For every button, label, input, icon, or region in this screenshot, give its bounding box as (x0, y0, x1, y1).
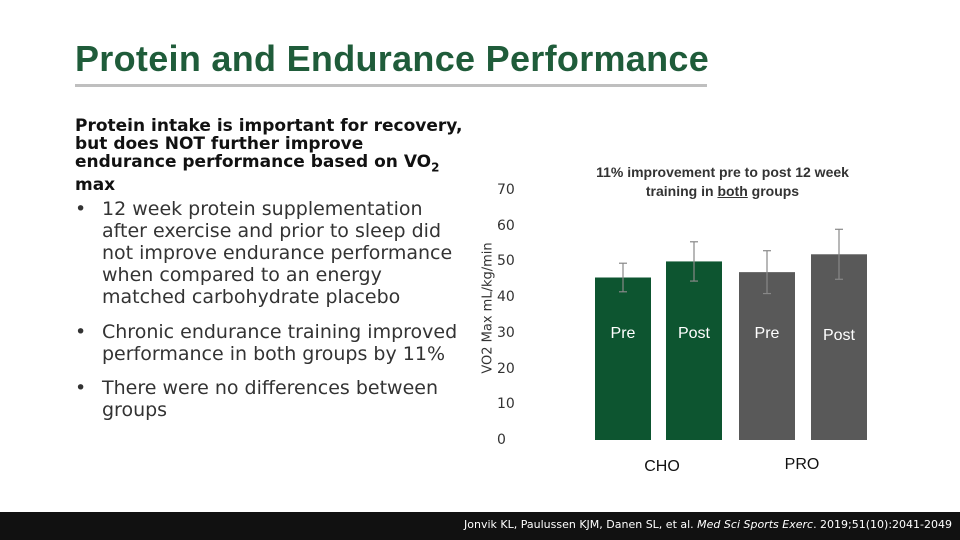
bar-label: Post (678, 325, 711, 342)
error-bar (763, 250, 771, 295)
y-tick-label: 40 (497, 289, 515, 306)
intro-text: Protein intake is important for recovery… (75, 116, 463, 172)
citation-authors: Jonvik KL, Paulussen KJM, Danen SL, et a… (464, 518, 698, 531)
y-tick-label: 70 (497, 182, 515, 198)
y-tick-label: 30 (497, 324, 515, 341)
y-tick-label: 10 (497, 396, 515, 413)
bar-pro-post (811, 254, 867, 440)
footer-bar: Jonvik KL, Paulussen KJM, Danen SL, et a… (0, 512, 960, 540)
bar-cho-post (666, 261, 722, 440)
group-label-pro: PRO (784, 456, 820, 473)
bar-label: Post (823, 327, 856, 344)
bar-label: Pre (611, 325, 636, 342)
y-tick-label: 60 (497, 217, 515, 234)
bullet-list: 12 week protein supplementation after ex… (75, 198, 460, 421)
citation: Jonvik KL, Paulussen KJM, Danen SL, et a… (464, 518, 952, 531)
y-tick-label: 50 (497, 253, 515, 270)
bullet-item: 12 week protein supplementation after ex… (75, 198, 460, 308)
bar-label: Pre (755, 325, 780, 342)
bullet-item: There were no differences between groups (75, 377, 460, 421)
annotation-emphasis: both (717, 183, 748, 199)
bar-pro-pre (739, 272, 795, 440)
citation-journal: Med Sci Sports Exerc (697, 518, 814, 531)
title-underline (75, 84, 707, 87)
error-bar (835, 228, 843, 280)
chart-annotation: 11% improvement pre to post 12 week trai… (590, 163, 855, 201)
intro-subscript: 2 (431, 160, 440, 175)
annotation-text: 11% improvement pre to post 12 week trai… (596, 164, 849, 199)
annotation-text-end: groups (747, 183, 800, 199)
y-tick-label: 20 (497, 360, 515, 377)
y-tick-label: 0 (497, 432, 506, 448)
group-label-cho: CHO (644, 458, 680, 475)
intro-suffix: max (75, 175, 116, 196)
citation-details: . 2019;51(10):2041-2049 (813, 518, 952, 531)
intro-statement: Protein intake is important for recovery… (75, 117, 465, 194)
error-bar (690, 241, 698, 282)
bar-cho-pre (595, 277, 651, 440)
error-bar (619, 262, 627, 293)
slide-title: Protein and Endurance Performance (75, 38, 710, 79)
bullet-item: Chronic endurance training improved perf… (75, 321, 460, 365)
